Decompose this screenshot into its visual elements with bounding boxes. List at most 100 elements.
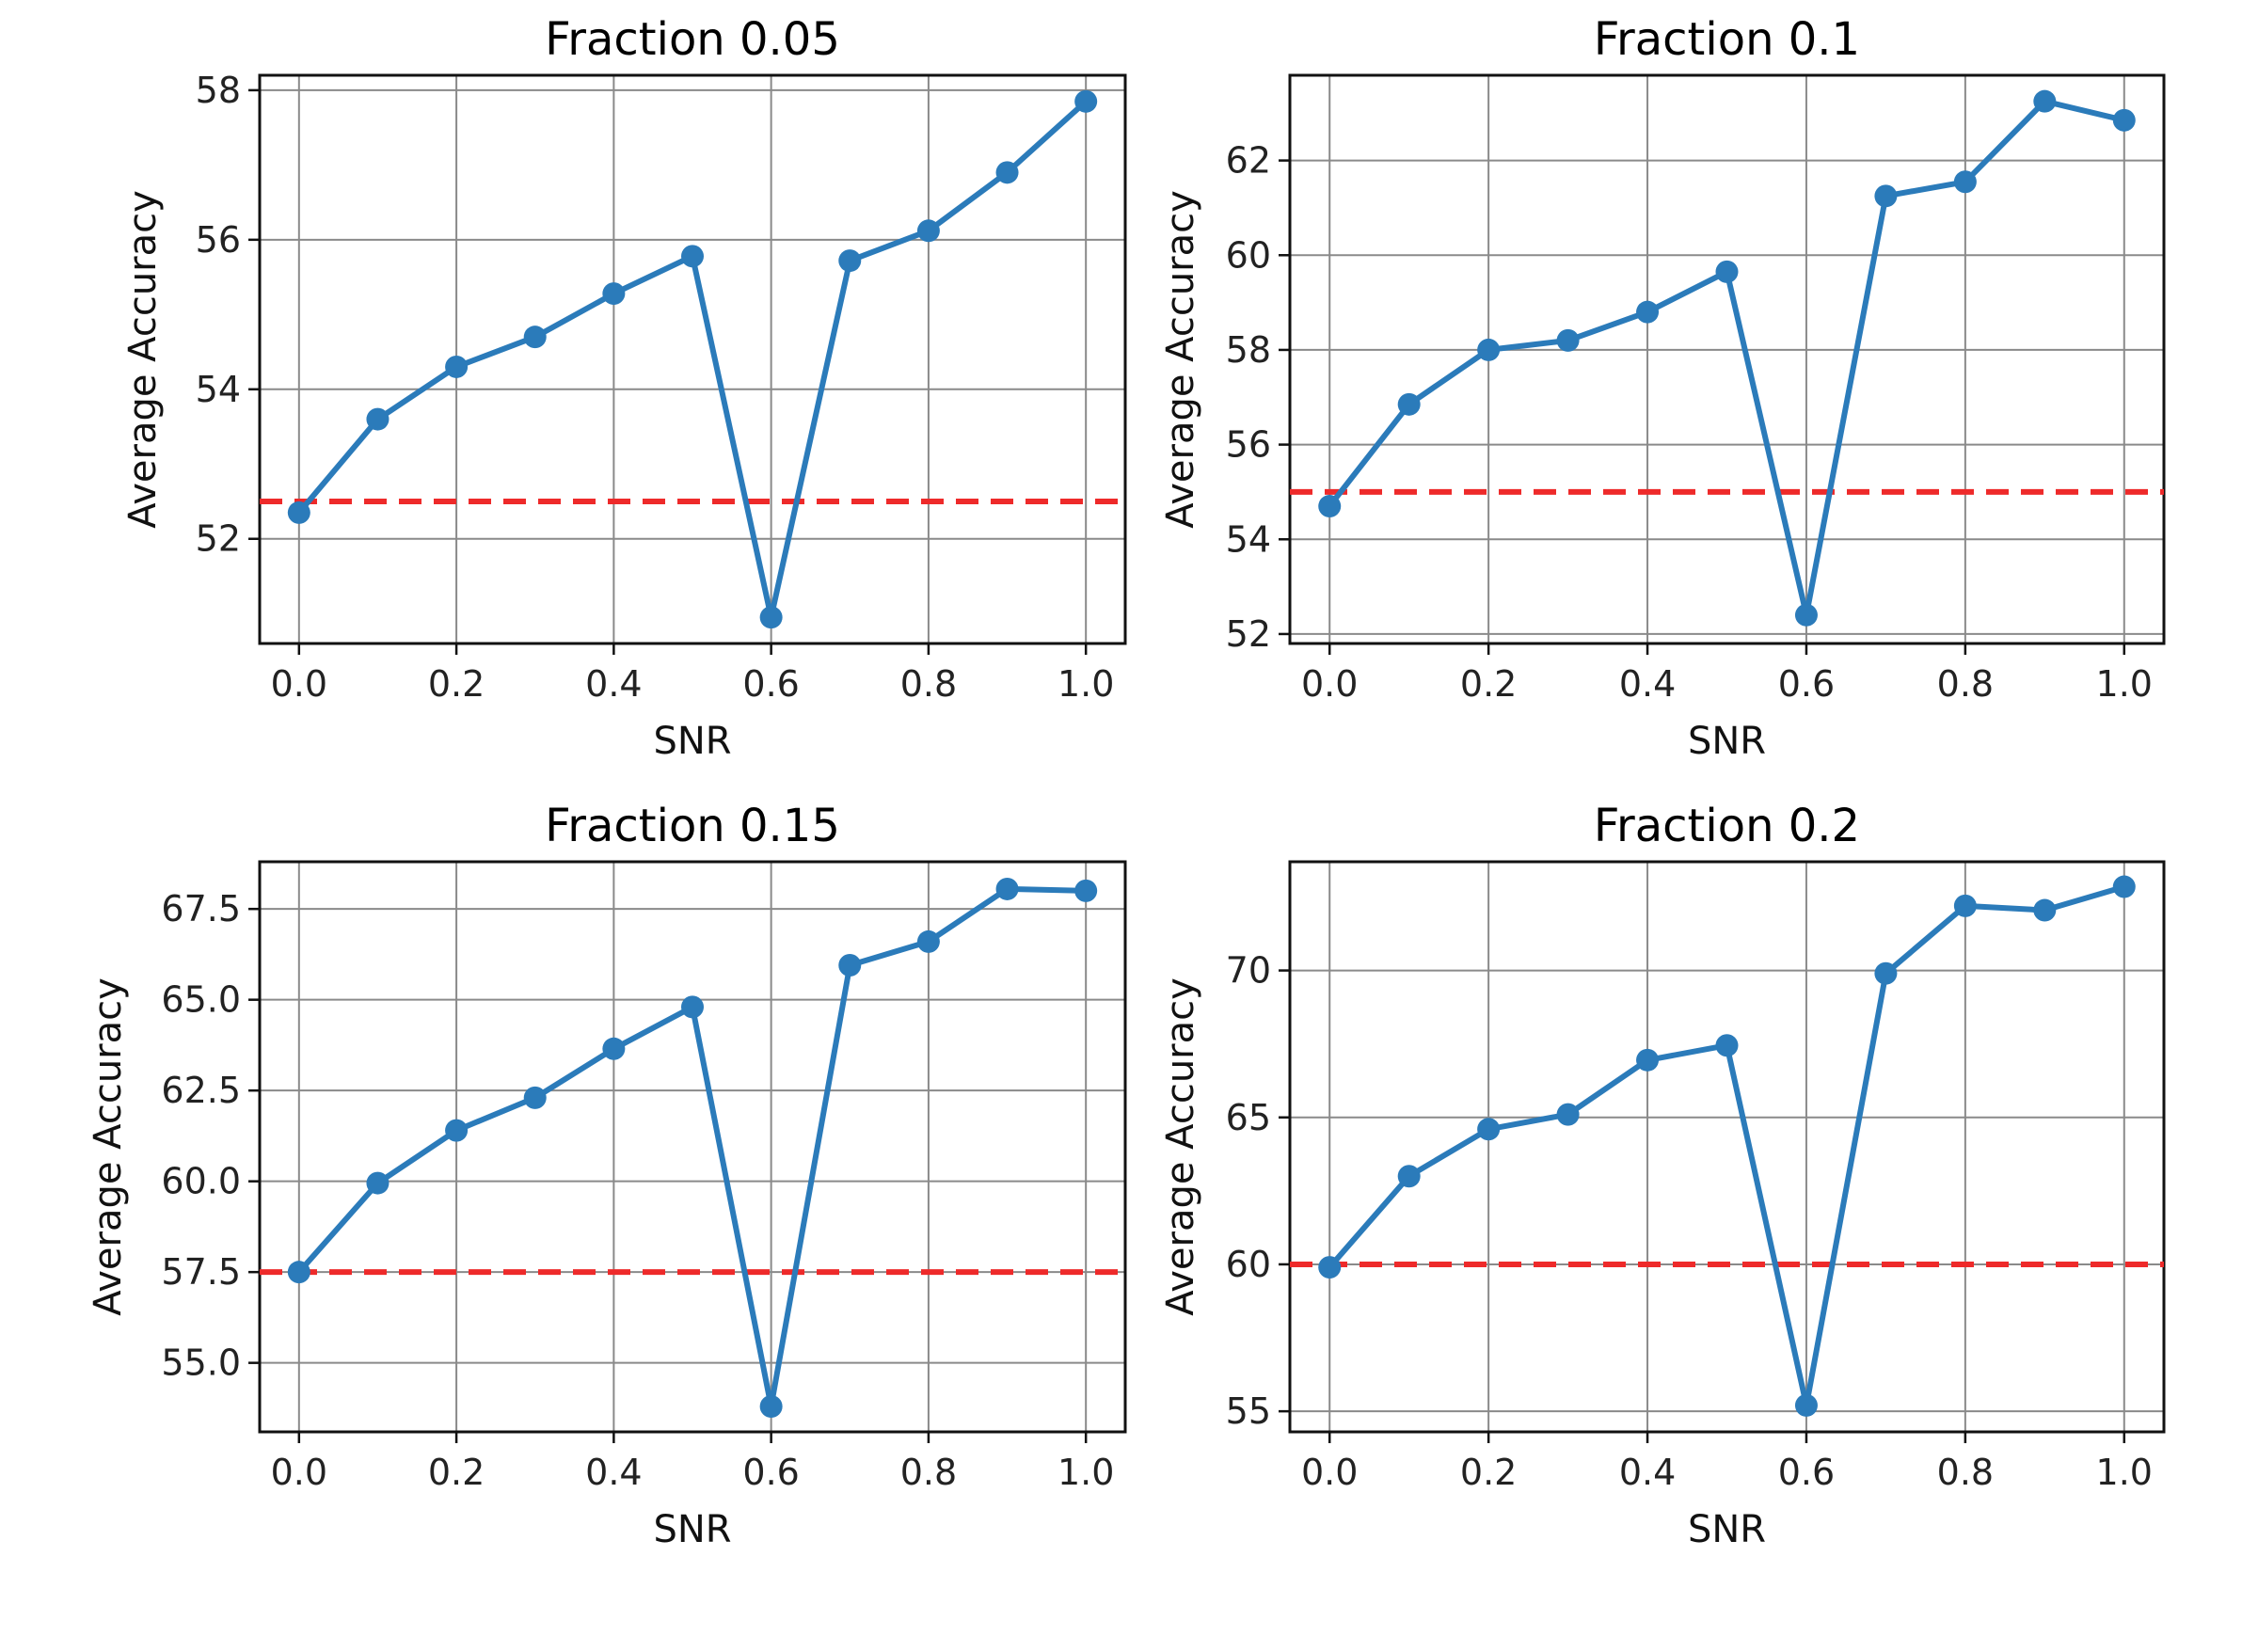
x-tick-label: 1.0 (2096, 663, 2153, 705)
y-tick-label: 70 (1226, 950, 1271, 992)
y-tick-label: 62 (1226, 140, 1271, 182)
data-point (602, 1037, 626, 1060)
data-point (366, 1171, 390, 1195)
y-axis-label: Average Accuracy (1159, 977, 1202, 1316)
x-tick-label: 0.2 (428, 1452, 485, 1493)
y-tick-label: 58 (196, 70, 241, 111)
data-point (523, 1086, 547, 1109)
data-point (366, 407, 390, 431)
data-point (1953, 894, 1977, 917)
y-tick-label: 55 (1226, 1390, 1271, 1432)
x-tick-label: 0.4 (585, 1452, 642, 1493)
data-point (2112, 875, 2136, 898)
data-point (445, 1119, 469, 1142)
y-tick-label: 60 (1226, 234, 1271, 276)
data-point (1636, 300, 1660, 324)
x-axis-label: SNR (653, 1508, 731, 1551)
x-tick-label: 1.0 (2096, 1452, 2153, 1493)
data-point (838, 954, 862, 977)
data-point (1318, 495, 1342, 518)
x-tick-label: 0.8 (900, 663, 957, 705)
x-tick-label: 0.2 (1460, 663, 1517, 705)
y-tick-label: 65 (1226, 1097, 1271, 1138)
data-point (1477, 338, 1501, 361)
series-line (1327, 98, 2125, 618)
data-point (1636, 1048, 1660, 1072)
data-point (445, 355, 469, 378)
y-tick-label: 56 (196, 219, 241, 261)
data-point (1556, 1103, 1580, 1126)
y-tick-label: 52 (196, 518, 241, 560)
x-tick-label: 0.2 (428, 663, 485, 705)
data-point (1874, 184, 1898, 208)
y-axis-label: Average Accuracy (121, 190, 165, 529)
data-point (2112, 108, 2136, 132)
y-tick-label: 67.5 (161, 888, 241, 929)
data-point (1874, 961, 1898, 985)
x-tick-label: 0.8 (900, 1452, 957, 1493)
data-point (1556, 328, 1580, 352)
x-axis-label: SNR (1688, 1508, 1766, 1551)
x-axis-label: SNR (653, 720, 731, 763)
x-tick-label: 0.8 (1937, 1452, 1994, 1493)
series-line (296, 99, 1089, 621)
y-tick-label: 60.0 (161, 1161, 241, 1202)
x-tick-label: 0.8 (1937, 663, 1994, 705)
data-point (759, 606, 783, 629)
data-point (1074, 879, 1098, 902)
x-tick-label: 1.0 (1057, 1452, 1114, 1493)
y-tick-label: 52 (1226, 613, 1271, 655)
x-tick-label: 0.4 (1619, 663, 1676, 705)
chart-title: Fraction 0.15 (545, 800, 840, 852)
x-tick-label: 0.6 (1778, 1452, 1835, 1493)
x-tick-label: 0.0 (271, 663, 327, 705)
data-point (1953, 170, 1977, 194)
x-axis-label: SNR (1688, 720, 1766, 763)
y-tick-label: 57.5 (161, 1251, 241, 1293)
series-line (296, 885, 1087, 1409)
x-tick-label: 1.0 (1057, 663, 1114, 705)
data-point (681, 245, 704, 268)
y-tick-label: 58 (1226, 329, 1271, 371)
data-point (602, 282, 626, 306)
plot-frame (1288, 73, 2166, 645)
x-tick-label: 0.0 (271, 1452, 327, 1493)
y-tick-label: 65.0 (161, 979, 241, 1021)
chart-title: Fraction 0.1 (1594, 13, 1860, 66)
series-line (1327, 883, 2125, 1408)
data-point (838, 249, 862, 273)
data-point (1794, 603, 1818, 627)
data-point (523, 326, 547, 349)
data-point (681, 995, 704, 1019)
data-point (1477, 1118, 1501, 1141)
plot-frame (258, 73, 1127, 645)
data-point (2033, 89, 2057, 113)
x-tick-label: 0.4 (585, 663, 642, 705)
data-point (995, 161, 1019, 184)
data-point (916, 929, 940, 953)
chart-panel-3: 0.0 0.2 0.4 0.6 0.8 1.0 55.0 57.5 60.0 62.5 65.0 67… (87, 800, 1127, 1551)
data-point (2033, 898, 2057, 922)
y-axis-label: Average Accuracy (87, 977, 130, 1316)
x-tick-label: 0.6 (742, 663, 799, 705)
x-tick-label: 0.6 (1778, 663, 1835, 705)
data-point (1397, 1165, 1421, 1188)
data-point (287, 1261, 310, 1284)
data-point (1397, 392, 1421, 416)
plot-frame (258, 860, 1127, 1434)
data-point (995, 877, 1019, 900)
x-tick-label: 0.4 (1619, 1452, 1676, 1493)
chart-panel-4: 0.0 0.2 0.4 0.6 0.8 1.0 55 60 65 70 Fraction 0.2 SN… (1159, 800, 2166, 1551)
data-point (1715, 260, 1739, 283)
data-point (1794, 1393, 1818, 1417)
y-tick-label: 56 (1226, 424, 1271, 466)
x-tick-label: 0.2 (1460, 1452, 1517, 1493)
y-axis-label: Average Accuracy (1159, 190, 1202, 529)
y-tick-label: 54 (1226, 518, 1271, 560)
data-point (916, 219, 940, 243)
chart-title: Fraction 0.05 (545, 13, 840, 66)
x-tick-label: 0.0 (1301, 1452, 1358, 1493)
data-point (1074, 89, 1098, 113)
data-point (287, 500, 310, 524)
